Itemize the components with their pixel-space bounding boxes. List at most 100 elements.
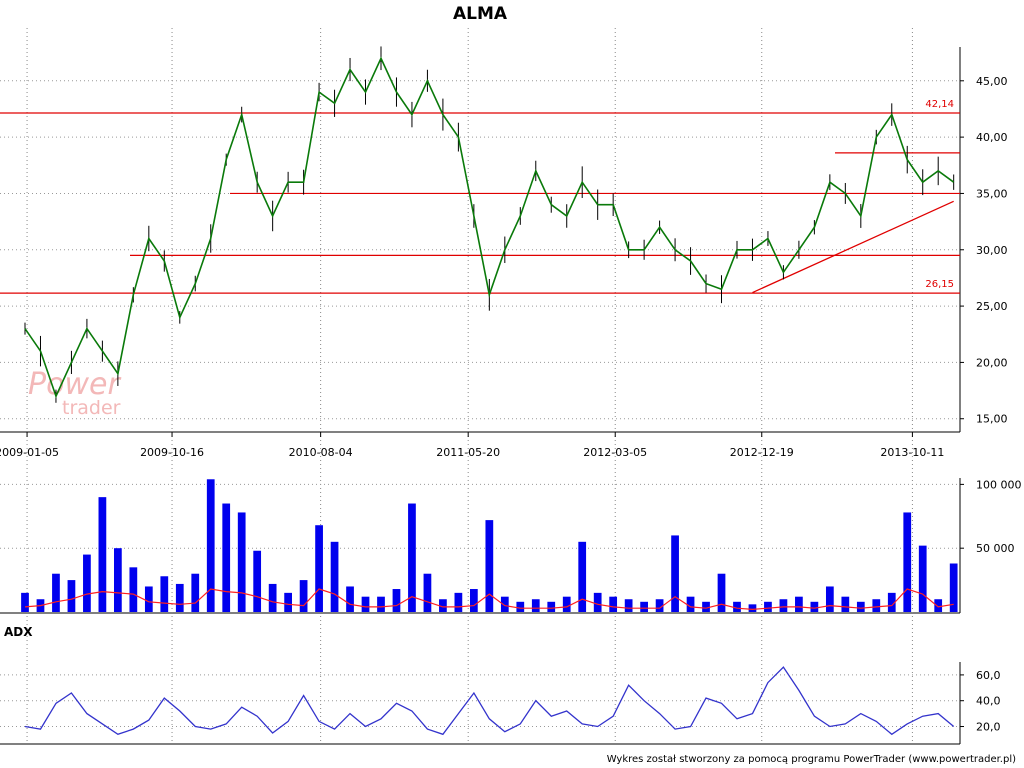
date-tick-label: 2009-01-05 [0, 446, 59, 459]
date-tick-label: 2010-08-04 [289, 446, 353, 459]
volume-bar [392, 589, 401, 612]
chart-title: ALMA [453, 4, 508, 24]
volume-bar [469, 589, 478, 612]
volume-bar [237, 512, 246, 612]
volume-bar [83, 554, 91, 612]
volume-bar [856, 601, 865, 612]
volume-bar [52, 573, 60, 612]
price-line [24, 56, 955, 399]
volume-bar [454, 592, 463, 612]
volume-bar [423, 573, 432, 612]
volume-bar [671, 535, 679, 612]
footer-credit: Wykres został stworzony za pomocą progra… [607, 754, 1016, 765]
volume-bar [500, 596, 509, 612]
volume-bar [144, 586, 153, 612]
volume-bar [903, 512, 912, 612]
volume-average-line [24, 588, 954, 611]
volume-bar [206, 479, 215, 612]
volume-bar [934, 599, 943, 612]
volume-bar [748, 604, 757, 612]
volume-bar [377, 596, 385, 612]
volume-bar [562, 596, 571, 612]
volume-bar [299, 580, 308, 612]
volume-bar [284, 592, 292, 612]
volume-bar [330, 541, 339, 612]
volume-bar [516, 601, 525, 612]
volume-bar [160, 576, 169, 612]
adx-tick-label: 40,0 [976, 695, 1001, 708]
volume-bar [949, 563, 958, 612]
price-tick-label: 15,00 [976, 413, 1008, 426]
adx-series [24, 666, 955, 736]
volume-bar [686, 596, 695, 612]
volume-bar [825, 586, 834, 612]
date-tick-label: 2011-05-20 [436, 446, 500, 459]
volume-bar [918, 545, 927, 612]
volume-bar [485, 520, 494, 612]
volume-tick-label: 100 000 [976, 478, 1022, 491]
volume-bar [408, 503, 416, 612]
volume-bar [655, 599, 664, 612]
price-tick-label: 25,00 [976, 300, 1008, 313]
volume-bar [315, 525, 323, 612]
volume-bar [733, 601, 741, 612]
volume-bar [841, 596, 850, 612]
date-tick-label: 2013-10-11 [880, 446, 944, 459]
price-level-label: 42,14 [925, 99, 954, 110]
date-tick-label: 2012-03-05 [583, 446, 647, 459]
volume-bar [624, 599, 633, 612]
volume-bar [779, 599, 788, 612]
price-tick-label: 45,00 [976, 75, 1008, 88]
volume-bar [222, 503, 231, 612]
price-tick-label: 40,00 [976, 131, 1008, 144]
date-tick-label: 2012-12-19 [730, 446, 794, 459]
price-level-label: 26,15 [925, 279, 954, 290]
price-levels: 42,14 26,15 [0, 99, 960, 294]
volume-bar [175, 583, 184, 612]
volume-bar [810, 601, 819, 612]
watermark-line1: Power [28, 367, 121, 402]
price-y-axis: 15,00 20,00 25,00 30,00 35,00 40,00 45,00 [960, 75, 1008, 426]
volume-bar [609, 596, 618, 612]
volume-bar [98, 497, 107, 612]
adx-tick-label: 60,0 [976, 669, 1001, 682]
watermark-line2: trader [62, 397, 121, 419]
volume-bar [268, 583, 277, 612]
volume-bar [346, 586, 354, 612]
trendline [752, 200, 954, 294]
volume-bar [361, 596, 370, 612]
volume-bar [253, 550, 262, 612]
date-tick-label: 2009-10-16 [140, 446, 204, 459]
volume-bar [795, 596, 803, 612]
adx-title: ADX [4, 625, 33, 639]
volume-bar [67, 580, 76, 612]
price-tick-label: 20,00 [976, 356, 1008, 369]
volume-bars [21, 479, 958, 612]
volume-bar [640, 601, 648, 612]
adx-line [24, 666, 955, 736]
volume-y-axis: 50 000 100 000 [960, 478, 1022, 555]
volume-bar [717, 573, 726, 612]
volume-bar [191, 573, 200, 612]
volume-tick-label: 50 000 [976, 542, 1015, 555]
adx-tick-label: 20,0 [976, 721, 1001, 734]
volume-bar [578, 541, 587, 612]
volume-bar [113, 548, 122, 612]
volume-bar [593, 592, 602, 612]
volume-bar [702, 601, 710, 612]
price-tick-label: 30,00 [976, 244, 1008, 257]
volume-bar [531, 599, 540, 612]
volume-bar [129, 567, 138, 612]
powertrader-watermark: Power trader [28, 367, 121, 419]
volume-bar [887, 592, 896, 612]
volume-bar [547, 601, 556, 612]
volume-bar [439, 599, 447, 612]
volume-bar [872, 599, 881, 612]
volume-bar [21, 592, 29, 612]
price-series [24, 46, 955, 403]
grid-lines [0, 28, 961, 745]
price-tick-label: 35,00 [976, 187, 1008, 200]
date-x-axis: 2009-01-05 2009-10-16 2010-08-04 2011-05-20… [0, 432, 944, 459]
volume-bar [764, 601, 772, 612]
